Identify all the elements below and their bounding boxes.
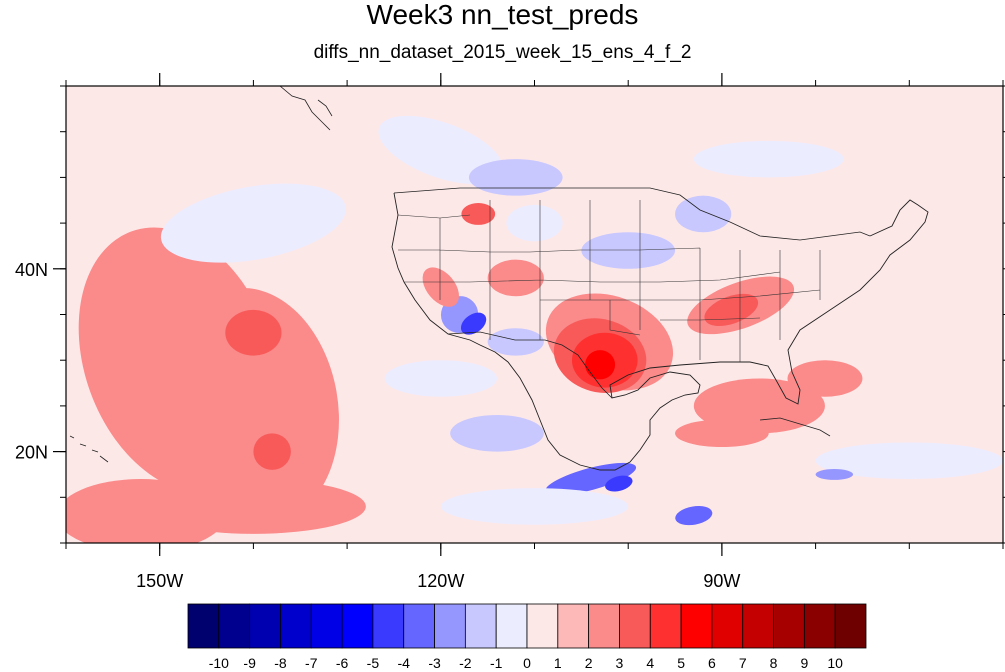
colorbar-label: 4 bbox=[646, 655, 654, 671]
colorbar-swatch bbox=[773, 603, 805, 649]
colorbar-label: -8 bbox=[274, 655, 287, 671]
mexico-border bbox=[447, 331, 613, 399]
anomaly-region bbox=[675, 195, 732, 233]
coastline-layer bbox=[69, 86, 929, 471]
anomaly-region bbox=[225, 309, 282, 356]
anomaly-region bbox=[450, 415, 544, 452]
canada-border bbox=[393, 187, 871, 241]
anomaly-region bbox=[468, 159, 563, 196]
colorbar-swatch bbox=[249, 603, 281, 649]
anomaly-region bbox=[693, 140, 844, 178]
axis-tick-labels: 150W 120W 90W 20N 40N bbox=[15, 260, 740, 591]
colorbar-label: 3 bbox=[616, 655, 624, 671]
axis-ticks bbox=[53, 73, 1005, 556]
colorbar-label: 2 bbox=[585, 655, 593, 671]
colorbar-label: -4 bbox=[398, 655, 411, 671]
state-borders bbox=[397, 200, 821, 362]
map-subtitle: diffs_nn_dataset_2015_week_15_ens_4_f_2 bbox=[313, 42, 692, 63]
anomaly-region bbox=[167, 287, 339, 524]
map-title: Week3 nn_test_preds bbox=[366, 0, 639, 30]
alaska-coast bbox=[279, 86, 333, 131]
colorbar-swatch bbox=[526, 603, 559, 649]
hawaii-coast bbox=[69, 435, 109, 463]
anomaly-region bbox=[461, 202, 496, 225]
colorbar-label: 5 bbox=[677, 655, 685, 671]
colorbar-swatch bbox=[711, 603, 744, 649]
y-tick-label: 20N bbox=[15, 443, 48, 463]
anomaly-region bbox=[675, 419, 769, 448]
colorbar-swatch bbox=[680, 603, 713, 649]
x-tick-label: 150W bbox=[136, 571, 183, 591]
colorbar-swatch bbox=[403, 603, 435, 649]
colorbar-swatch bbox=[495, 603, 528, 649]
anomaly-field bbox=[66, 115, 1003, 543]
colorbar-swatch bbox=[464, 603, 497, 649]
anomaly-region bbox=[422, 267, 460, 307]
anomaly-region bbox=[693, 378, 825, 434]
colorbar-label: -7 bbox=[305, 655, 318, 671]
colorbar-label: 1 bbox=[554, 655, 562, 671]
colorbar-label: 0 bbox=[523, 655, 531, 671]
x-tick-label: 120W bbox=[417, 571, 464, 591]
anomaly-region bbox=[160, 183, 346, 263]
anomaly-region bbox=[253, 433, 291, 470]
anomaly-region bbox=[460, 312, 487, 335]
map-plot-area: 150W 120W 90W 20N 40N bbox=[15, 73, 1005, 591]
colorbar-swatch bbox=[280, 603, 312, 649]
x-tick-label: 90W bbox=[703, 571, 740, 591]
colorbar-label: -3 bbox=[428, 655, 441, 671]
colorbar-swatch bbox=[742, 603, 774, 649]
anomaly-region bbox=[545, 462, 637, 496]
anomaly-region bbox=[140, 479, 366, 534]
anomaly-region bbox=[440, 488, 629, 525]
colorbar-label: -2 bbox=[459, 655, 472, 671]
colorbar-label: -5 bbox=[367, 655, 380, 671]
colorbar-swatch bbox=[588, 603, 620, 649]
colorbar-swatch bbox=[372, 603, 405, 649]
anomaly-region bbox=[675, 506, 713, 526]
anomaly-region bbox=[487, 328, 544, 356]
colorbar-label: -1 bbox=[490, 655, 503, 671]
us-coastline bbox=[391, 192, 929, 471]
anomaly-region bbox=[704, 293, 759, 327]
colorbar-label: -9 bbox=[243, 655, 256, 671]
anomaly-region bbox=[487, 259, 544, 297]
anomaly-region bbox=[585, 350, 616, 380]
anomaly-region bbox=[605, 475, 633, 492]
anomaly-region bbox=[506, 204, 563, 242]
anomaly-region bbox=[378, 115, 504, 185]
colorbar-label: 7 bbox=[739, 655, 747, 671]
colorbar-label: 8 bbox=[770, 655, 778, 671]
anomaly-region bbox=[581, 232, 676, 269]
colorbar-swatch bbox=[834, 603, 867, 649]
colorbar-swatch bbox=[649, 603, 682, 649]
colorbar-label: -6 bbox=[336, 655, 349, 671]
colorbar-label: -10 bbox=[209, 655, 229, 671]
anomaly-region bbox=[384, 360, 498, 397]
anomaly-region bbox=[815, 468, 854, 480]
y-tick-label: 40N bbox=[15, 260, 48, 280]
colorbar-swatch bbox=[341, 603, 374, 649]
colorbar-swatch bbox=[218, 603, 251, 649]
colorbar-swatch bbox=[619, 603, 651, 649]
colorbar-swatch bbox=[187, 603, 220, 649]
colorbar-label: 9 bbox=[800, 655, 808, 671]
cuba-coast bbox=[759, 417, 831, 437]
colorbar-swatch bbox=[310, 603, 343, 649]
colorbar-swatch bbox=[557, 603, 590, 649]
anomaly-region bbox=[787, 360, 863, 397]
colorbar-swatch bbox=[803, 603, 836, 649]
colorbar: -10 -9 -8 -7 -6 -5 -4 -3 -2 -1 0 1 2 3 4 5 6 7 8 9 10 bbox=[187, 603, 867, 671]
anomaly-region bbox=[815, 442, 1003, 480]
colorbar-label: 10 bbox=[827, 655, 843, 671]
colorbar-swatch bbox=[434, 603, 466, 649]
colorbar-label: 6 bbox=[708, 655, 716, 671]
